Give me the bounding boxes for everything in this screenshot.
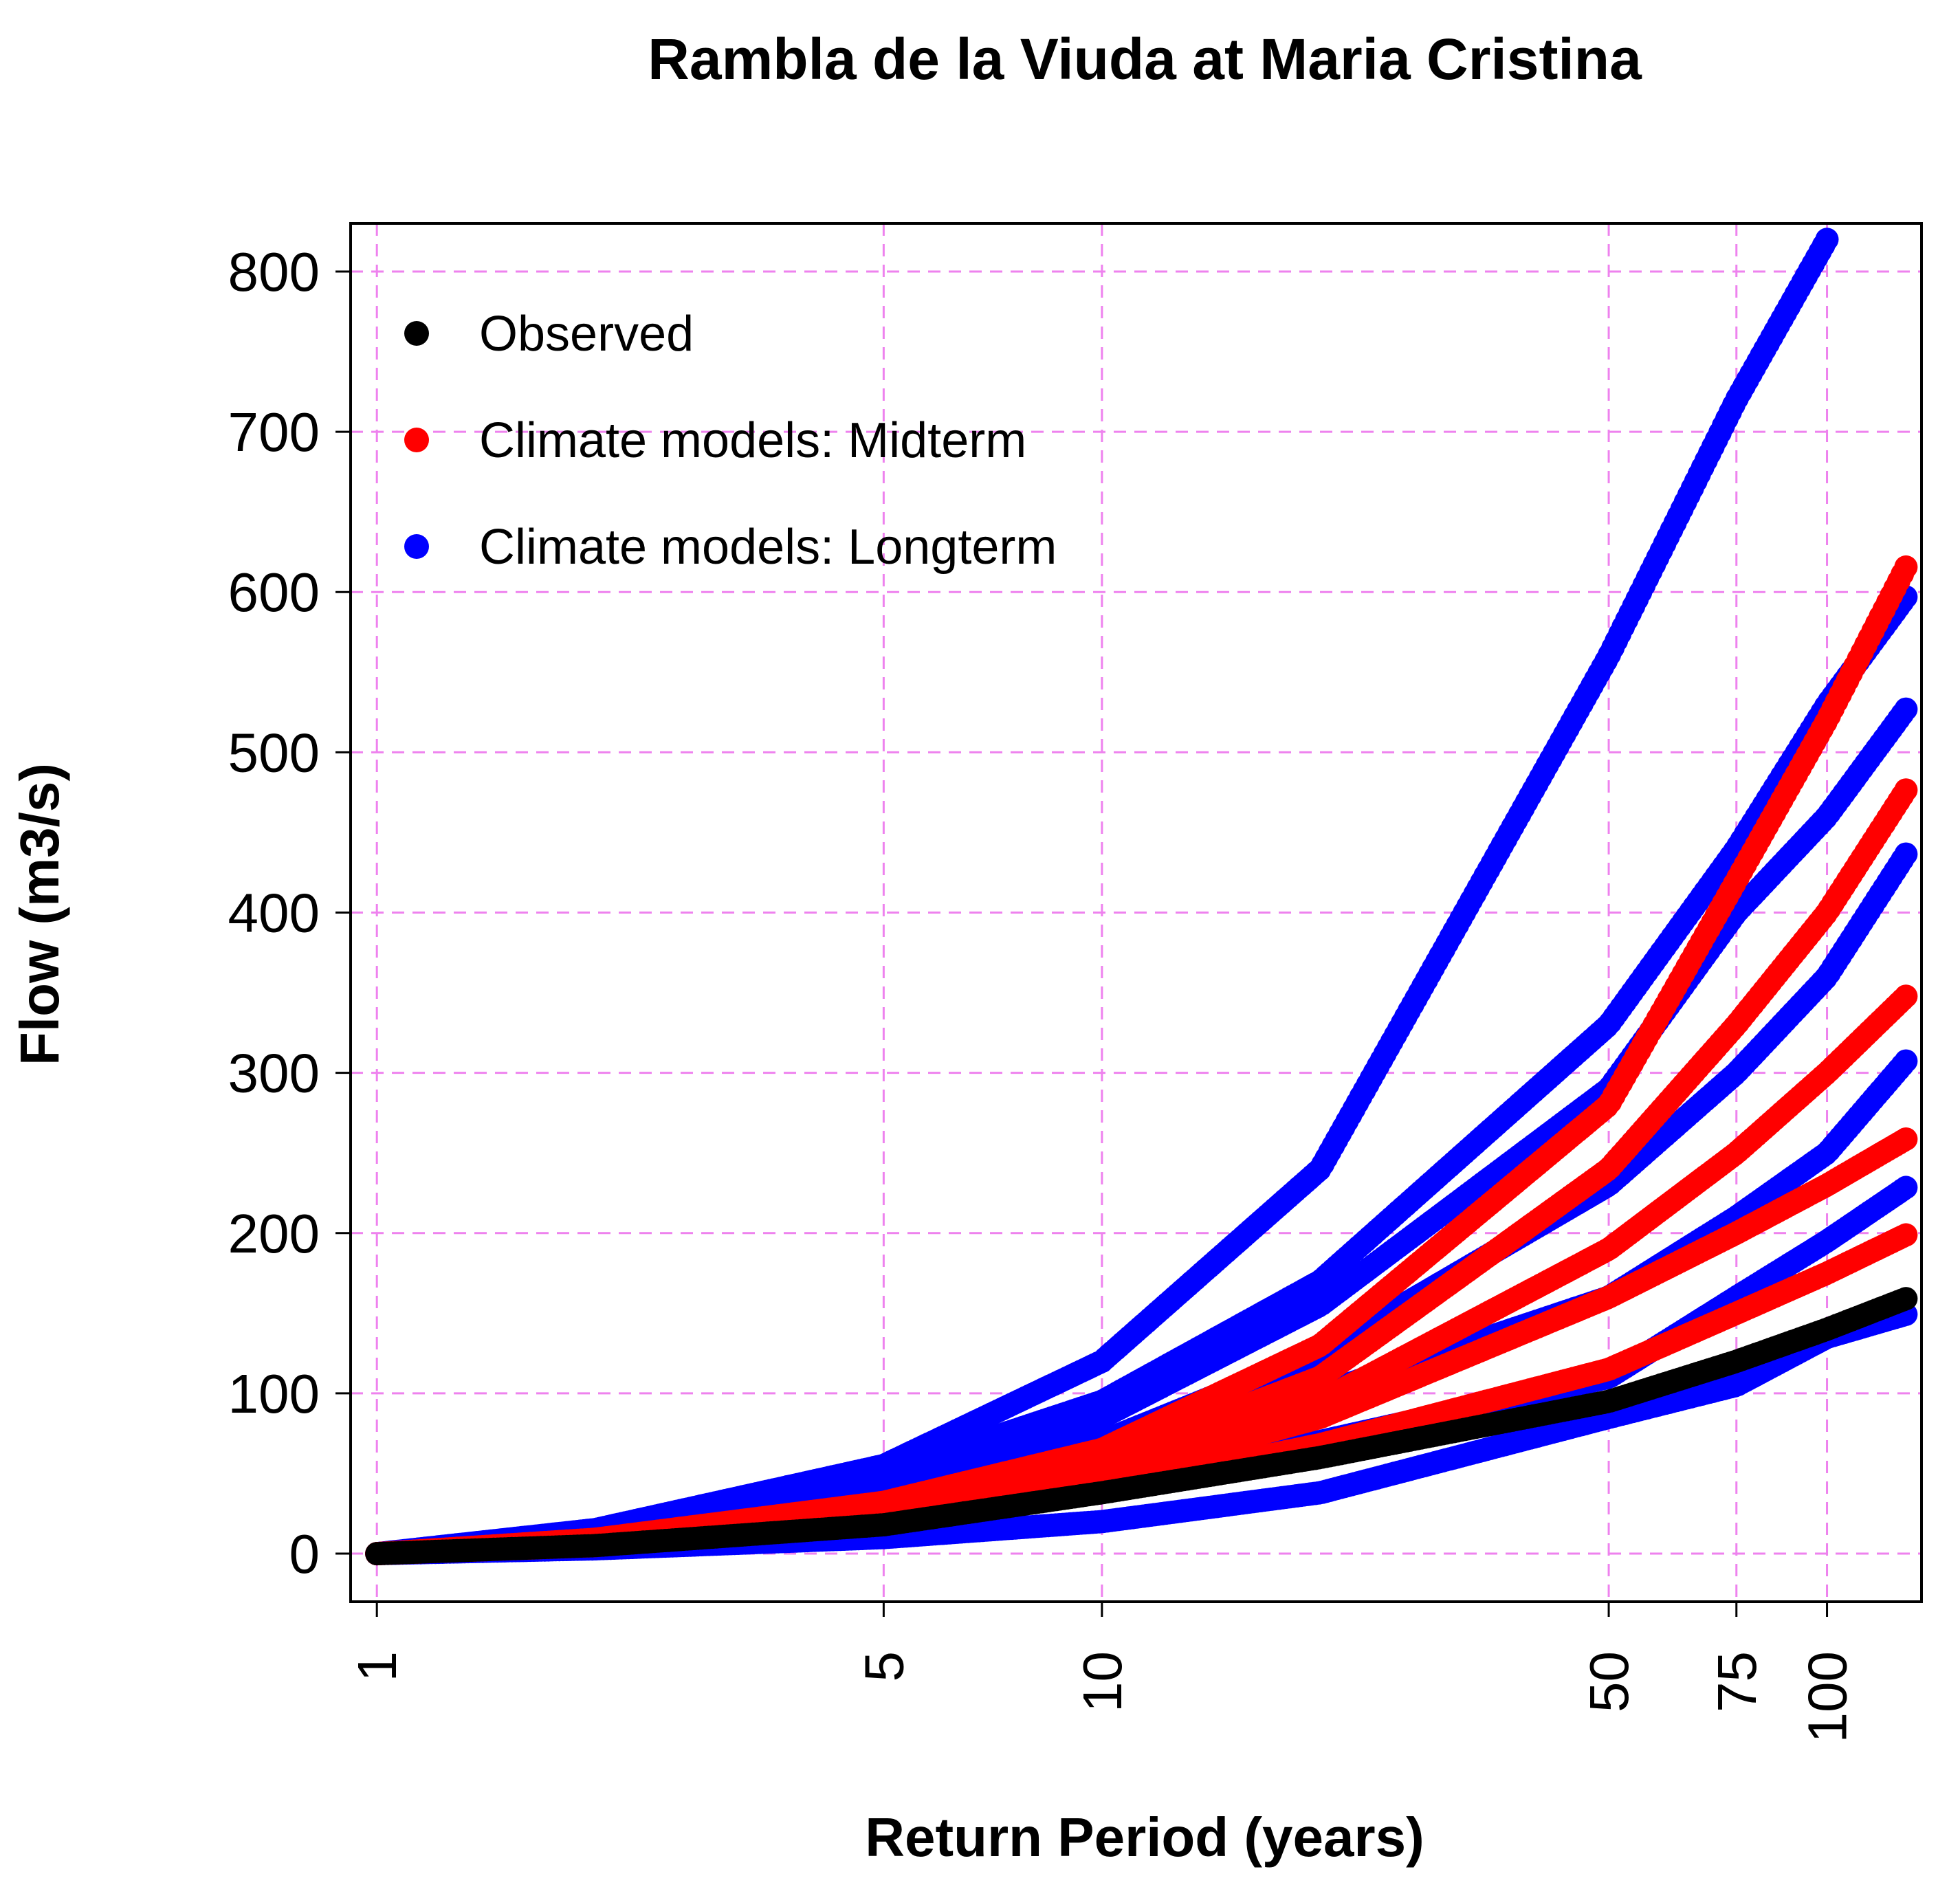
data-point <box>1894 555 1918 579</box>
data-point <box>1894 842 1918 866</box>
data-point <box>1894 984 1918 1008</box>
data-point <box>1894 1127 1918 1151</box>
chart-title: Rambla de la Viuda at Maria Cristina <box>648 27 1642 91</box>
data-point <box>1815 228 1839 252</box>
data-point <box>1894 778 1918 802</box>
series-layer <box>365 228 1918 1566</box>
data-point <box>1894 1176 1918 1200</box>
data-point <box>1894 697 1918 721</box>
data-point <box>1894 1049 1918 1073</box>
